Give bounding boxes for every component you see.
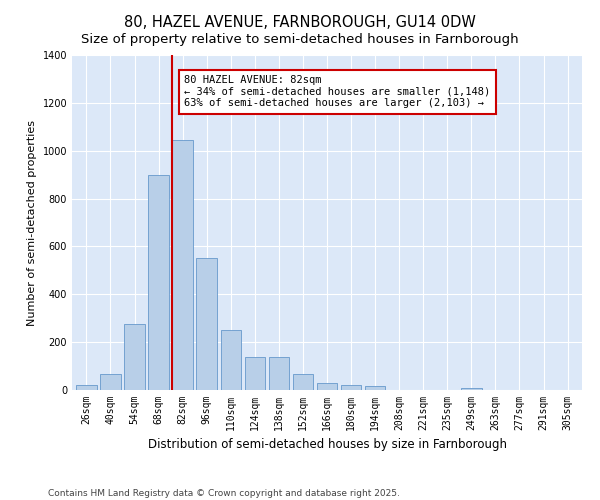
Bar	[221, 330, 241, 390]
Bar	[461, 388, 482, 390]
Bar	[148, 174, 169, 390]
Bar	[100, 374, 121, 390]
Bar	[245, 356, 265, 390]
Bar	[76, 385, 97, 390]
Bar	[269, 356, 289, 390]
Bar	[317, 383, 337, 390]
Bar	[341, 385, 361, 390]
Bar	[172, 140, 193, 390]
Text: Contains HM Land Registry data © Crown copyright and database right 2025.: Contains HM Land Registry data © Crown c…	[48, 488, 400, 498]
Bar	[293, 374, 313, 390]
Y-axis label: Number of semi-detached properties: Number of semi-detached properties	[27, 120, 37, 326]
Text: Size of property relative to semi-detached houses in Farnborough: Size of property relative to semi-detach…	[81, 32, 519, 46]
Bar	[196, 258, 217, 390]
Bar	[365, 386, 385, 390]
Text: 80, HAZEL AVENUE, FARNBOROUGH, GU14 0DW: 80, HAZEL AVENUE, FARNBOROUGH, GU14 0DW	[124, 15, 476, 30]
Bar	[124, 324, 145, 390]
Text: 80 HAZEL AVENUE: 82sqm
← 34% of semi-detached houses are smaller (1,148)
63% of : 80 HAZEL AVENUE: 82sqm ← 34% of semi-det…	[184, 75, 490, 108]
X-axis label: Distribution of semi-detached houses by size in Farnborough: Distribution of semi-detached houses by …	[148, 438, 506, 452]
